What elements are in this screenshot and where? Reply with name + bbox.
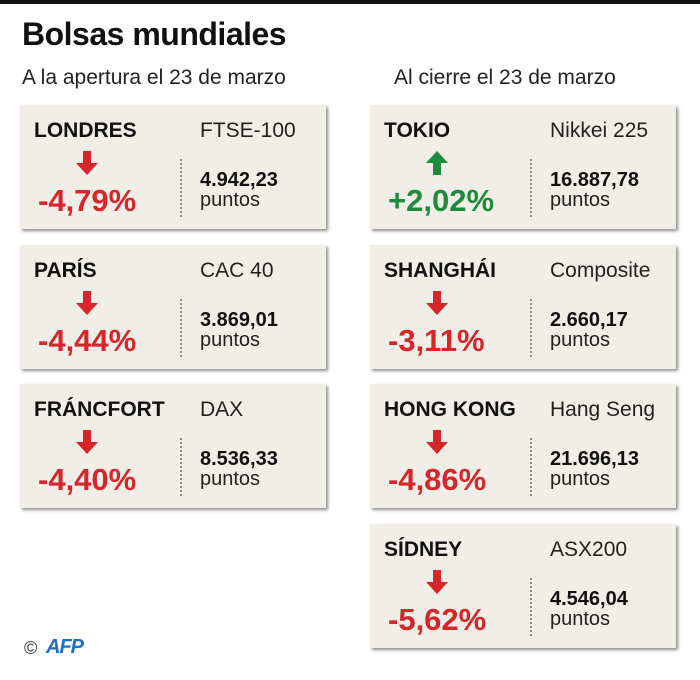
market-card: FRÁNCFORT DAX -4,40% 8.536,33 puntos <box>20 384 326 508</box>
dotted-divider <box>530 577 532 636</box>
change-percent: -4,44% <box>38 322 137 358</box>
city-name: FRÁNCFORT <box>34 398 165 421</box>
change-percent: +2,02% <box>388 183 495 218</box>
city-name: PARÍS <box>34 258 97 282</box>
points-value: 8.536,33 <box>200 448 278 470</box>
points-value: 4.942,23 <box>200 169 278 191</box>
page-title: Bolsas mundiales <box>22 16 287 52</box>
points-value: 21.696,13 <box>550 448 639 470</box>
index-name: FTSE-100 <box>200 119 296 142</box>
points-value: 4.546,04 <box>550 587 628 610</box>
points-value: 2.660,17 <box>550 308 628 331</box>
dotted-divider <box>530 159 532 217</box>
dotted-divider <box>180 298 182 357</box>
dotted-divider <box>180 159 182 217</box>
market-card: PARÍS CAC 40 -4,44% 3.869,01 puntos <box>20 244 326 369</box>
afp-logo: AFP <box>46 636 84 658</box>
points-value: 16.887,78 <box>550 169 639 191</box>
arrow-down-icon <box>426 430 448 454</box>
market-card: SÍDNEY ASX200 -5,62% 4.546,04 puntos <box>370 523 676 648</box>
city-name: TOKIO <box>384 119 451 142</box>
points-unit: puntos <box>200 468 261 490</box>
change-percent: -4,86% <box>388 462 487 497</box>
change-percent: -4,40% <box>38 462 137 497</box>
points-unit: puntos <box>550 468 611 490</box>
index-name: Composite <box>550 258 651 282</box>
points-unit: puntos <box>550 607 611 630</box>
index-name: CAC 40 <box>200 258 274 282</box>
arrow-down-icon <box>76 151 98 175</box>
city-name: HONG KONG <box>384 398 516 421</box>
arrow-up-icon <box>426 151 448 175</box>
points-unit: puntos <box>550 328 611 351</box>
subtitle-opening: A la apertura el 23 de marzo <box>22 66 286 89</box>
change-percent: -4,79% <box>38 183 137 218</box>
arrow-down-icon <box>76 290 98 315</box>
index-name: Hang Seng <box>550 398 656 421</box>
dotted-divider <box>530 438 532 496</box>
top-bar <box>0 0 700 4</box>
city-name: SHANGHÁI <box>384 258 497 282</box>
city-name: SÍDNEY <box>384 537 463 561</box>
dotted-divider <box>530 298 532 357</box>
arrow-down-icon <box>76 430 98 454</box>
city-name: LONDRES <box>34 119 137 142</box>
arrow-down-icon <box>426 569 448 594</box>
arrow-down-icon <box>426 290 448 315</box>
index-name: ASX200 <box>550 537 628 561</box>
index-name: DAX <box>200 398 244 421</box>
points-unit: puntos <box>550 189 611 211</box>
market-card: LONDRES FTSE-100 -4,79% 4.942,23 puntos <box>20 105 326 229</box>
points-value: 3.869,01 <box>200 308 278 331</box>
change-percent: -5,62% <box>388 601 487 637</box>
points-unit: puntos <box>200 328 261 351</box>
market-card: SHANGHÁI Composite -3,11% 2.660,17 puntos <box>370 244 676 369</box>
points-unit: puntos <box>200 189 261 211</box>
market-card: HONG KONG Hang Seng -4,86% 21.696,13 puntos <box>370 384 676 508</box>
index-name: Nikkei 225 <box>550 119 649 142</box>
subtitle-closing: Al cierre el 23 de marzo <box>394 66 616 89</box>
copyright-symbol: © <box>24 638 38 658</box>
dotted-divider <box>180 438 182 496</box>
change-percent: -3,11% <box>388 322 485 358</box>
market-card: TOKIO Nikkei 225 +2,02% 16.887,78 puntos <box>370 105 676 229</box>
